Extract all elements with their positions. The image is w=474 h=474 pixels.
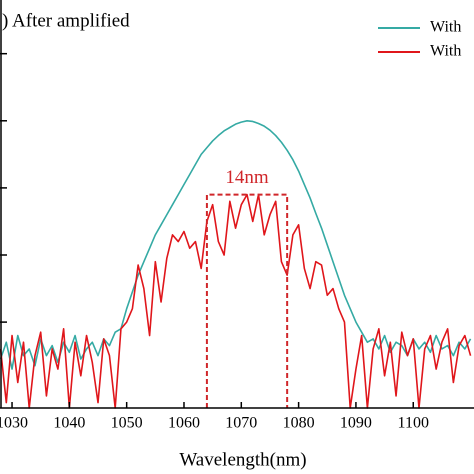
- x-tick-label: 1070: [225, 415, 257, 432]
- x-tick-label: 1100: [398, 415, 429, 432]
- x-axis-label: Wavelength(nm): [179, 449, 306, 470]
- series-line: [0, 119, 472, 370]
- legend-label: With: [430, 43, 461, 60]
- x-tick-label: 1060: [168, 415, 200, 432]
- series-line: [0, 193, 472, 409]
- legend-label: With: [430, 19, 461, 36]
- x-tick-label: 1090: [340, 415, 372, 432]
- annotation-box: [205, 193, 289, 408]
- chart-title: ) After amplified: [2, 10, 130, 31]
- annotation-text: 14nm: [225, 167, 269, 188]
- x-tick-label: 1040: [53, 415, 85, 432]
- x-tick-label: 1050: [111, 415, 143, 432]
- x-tick-label: 1030: [0, 415, 28, 432]
- x-tick-label: 1080: [283, 415, 315, 432]
